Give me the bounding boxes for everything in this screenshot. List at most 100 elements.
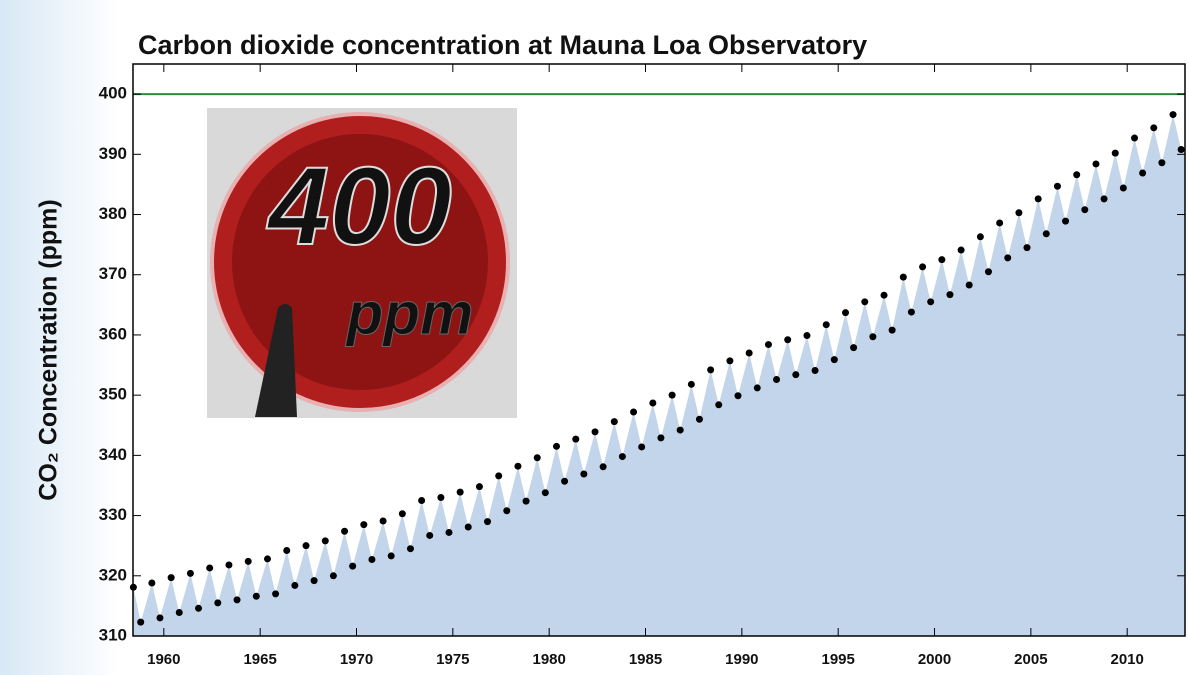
data-point (958, 247, 965, 254)
data-point (514, 463, 521, 470)
data-point (399, 510, 406, 517)
data-point (754, 384, 761, 391)
data-point (649, 399, 656, 406)
data-point (283, 547, 290, 554)
data-point (341, 528, 348, 535)
x-tick-label: 2000 (918, 651, 951, 668)
data-point (195, 605, 202, 612)
data-point (842, 309, 849, 316)
data-point (572, 436, 579, 443)
data-point (861, 298, 868, 305)
data-point (966, 281, 973, 288)
data-point (156, 614, 163, 621)
data-point (206, 564, 213, 571)
data-point (418, 497, 425, 504)
data-point (330, 572, 337, 579)
data-point (426, 532, 433, 539)
data-point (850, 344, 857, 351)
data-point (542, 489, 549, 496)
x-tick-label: 1995 (821, 651, 854, 668)
data-point (657, 434, 664, 441)
data-point (360, 521, 367, 528)
data-point (465, 524, 472, 531)
data-point (214, 599, 221, 606)
data-point (368, 556, 375, 563)
data-point (900, 274, 907, 281)
y-tick-label: 330 (99, 505, 127, 524)
data-point (889, 327, 896, 334)
data-point (168, 574, 175, 581)
data-point (726, 357, 733, 364)
data-point (322, 537, 329, 544)
data-point (831, 356, 838, 363)
data-point (1158, 159, 1165, 166)
data-point (137, 619, 144, 626)
data-point (388, 552, 395, 559)
data-point (253, 593, 260, 600)
y-tick-label: 340 (99, 445, 127, 464)
data-point (148, 580, 155, 587)
data-point (553, 443, 560, 450)
data-point (503, 507, 510, 514)
data-point (927, 298, 934, 305)
y-tick-label: 320 (99, 565, 127, 584)
x-tick-label: 2005 (1014, 651, 1047, 668)
x-tick-label: 1960 (147, 651, 180, 668)
data-point (523, 498, 530, 505)
badge-unit: ppm (345, 280, 474, 347)
data-point (580, 471, 587, 478)
data-point (561, 478, 568, 485)
data-point (812, 367, 819, 374)
data-point (938, 256, 945, 263)
y-tick-label: 350 (99, 385, 127, 404)
data-point (1101, 195, 1108, 202)
data-point (823, 321, 830, 328)
x-tick-label: 1990 (725, 651, 758, 668)
data-point (1170, 111, 1177, 118)
data-point (977, 233, 984, 240)
data-point (176, 609, 183, 616)
y-tick-label: 400 (99, 84, 127, 103)
data-point (773, 376, 780, 383)
badge: 400ppm (207, 108, 517, 418)
data-point (476, 483, 483, 490)
data-point (1178, 146, 1185, 153)
data-point (1131, 135, 1138, 142)
data-point (765, 341, 772, 348)
data-point (245, 558, 252, 565)
data-point (437, 494, 444, 501)
data-point (484, 518, 491, 525)
data-point (1043, 230, 1050, 237)
data-point (1004, 254, 1011, 261)
y-axis-label: CO₂ Concentration (ppm) (35, 199, 63, 500)
data-point (996, 219, 1003, 226)
data-point (592, 428, 599, 435)
y-tick-label: 360 (99, 324, 127, 343)
data-point (445, 529, 452, 536)
data-point (688, 381, 695, 388)
data-point (311, 577, 318, 584)
data-point (1062, 218, 1069, 225)
data-point (1073, 171, 1080, 178)
data-point (734, 392, 741, 399)
x-tick-label: 1965 (243, 651, 276, 668)
data-point (303, 542, 310, 549)
y-tick-label: 310 (99, 625, 127, 644)
data-point (1081, 206, 1088, 213)
data-point (1035, 195, 1042, 202)
data-point (715, 401, 722, 408)
data-point (746, 350, 753, 357)
data-point (985, 268, 992, 275)
data-point (669, 392, 676, 399)
data-point (869, 333, 876, 340)
data-point (946, 291, 953, 298)
data-point (457, 489, 464, 496)
data-point (1054, 183, 1061, 190)
data-point (407, 545, 414, 552)
x-tick-label: 1985 (629, 651, 662, 668)
data-point (534, 454, 541, 461)
data-point (495, 472, 502, 479)
y-tick-label: 370 (99, 264, 127, 283)
data-point (1120, 185, 1127, 192)
data-point (1150, 124, 1157, 131)
